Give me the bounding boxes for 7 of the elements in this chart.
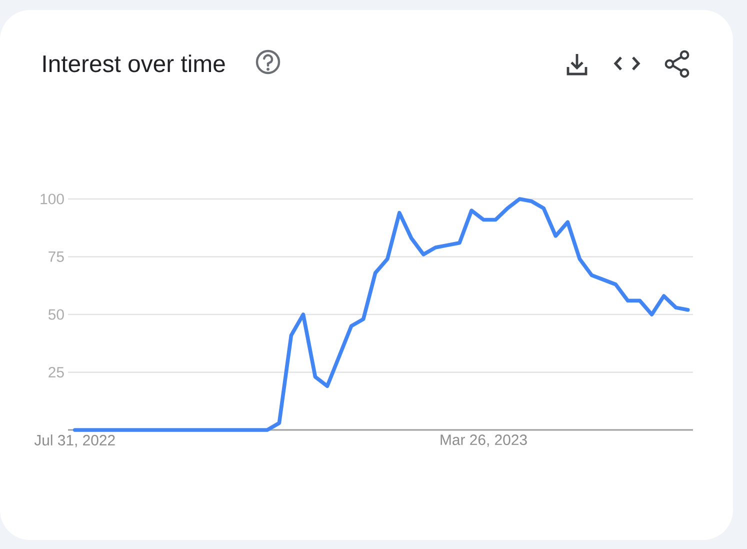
- x-tick-label: Mar 26, 2023: [440, 434, 527, 447]
- x-tick-label: Jul 31, 2022: [34, 434, 115, 448]
- y-tick-label: 75: [48, 252, 64, 262]
- y-tick-label: 25: [48, 366, 64, 378]
- chart-title: Interest over time: [43, 54, 225, 72]
- y-tick-label: 50: [48, 309, 64, 320]
- y-tick-label: 100: [40, 194, 64, 204]
